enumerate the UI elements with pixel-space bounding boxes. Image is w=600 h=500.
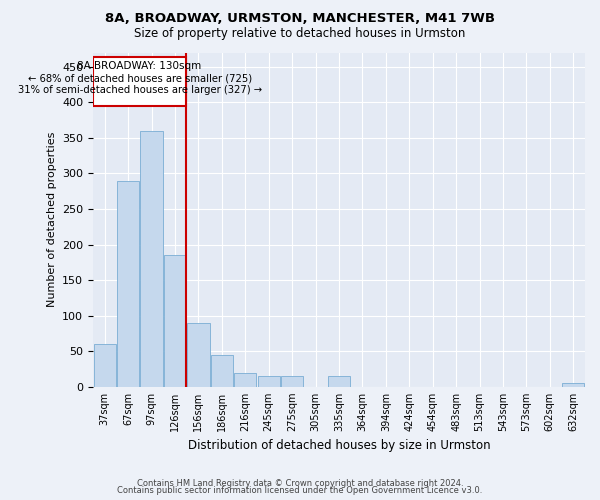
Text: 8A BROADWAY: 130sqm: 8A BROADWAY: 130sqm bbox=[77, 61, 202, 71]
Y-axis label: Number of detached properties: Number of detached properties bbox=[47, 132, 56, 308]
Text: Contains public sector information licensed under the Open Government Licence v3: Contains public sector information licen… bbox=[118, 486, 482, 495]
Bar bbox=[140, 130, 163, 387]
Bar bbox=[234, 372, 256, 387]
Bar bbox=[257, 376, 280, 387]
Text: ← 68% of detached houses are smaller (725): ← 68% of detached houses are smaller (72… bbox=[28, 73, 251, 83]
Text: Size of property relative to detached houses in Urmston: Size of property relative to detached ho… bbox=[134, 28, 466, 40]
Text: 31% of semi-detached houses are larger (327) →: 31% of semi-detached houses are larger (… bbox=[17, 84, 262, 94]
Bar bbox=[562, 383, 584, 387]
Bar bbox=[187, 323, 209, 387]
X-axis label: Distribution of detached houses by size in Urmston: Distribution of detached houses by size … bbox=[188, 440, 490, 452]
Bar bbox=[328, 376, 350, 387]
FancyBboxPatch shape bbox=[94, 58, 186, 106]
Text: Contains HM Land Registry data © Crown copyright and database right 2024.: Contains HM Land Registry data © Crown c… bbox=[137, 478, 463, 488]
Text: 8A, BROADWAY, URMSTON, MANCHESTER, M41 7WB: 8A, BROADWAY, URMSTON, MANCHESTER, M41 7… bbox=[105, 12, 495, 26]
Bar bbox=[94, 344, 116, 387]
Bar bbox=[281, 376, 303, 387]
Bar bbox=[211, 355, 233, 387]
Bar bbox=[164, 255, 186, 387]
Bar bbox=[117, 180, 139, 387]
